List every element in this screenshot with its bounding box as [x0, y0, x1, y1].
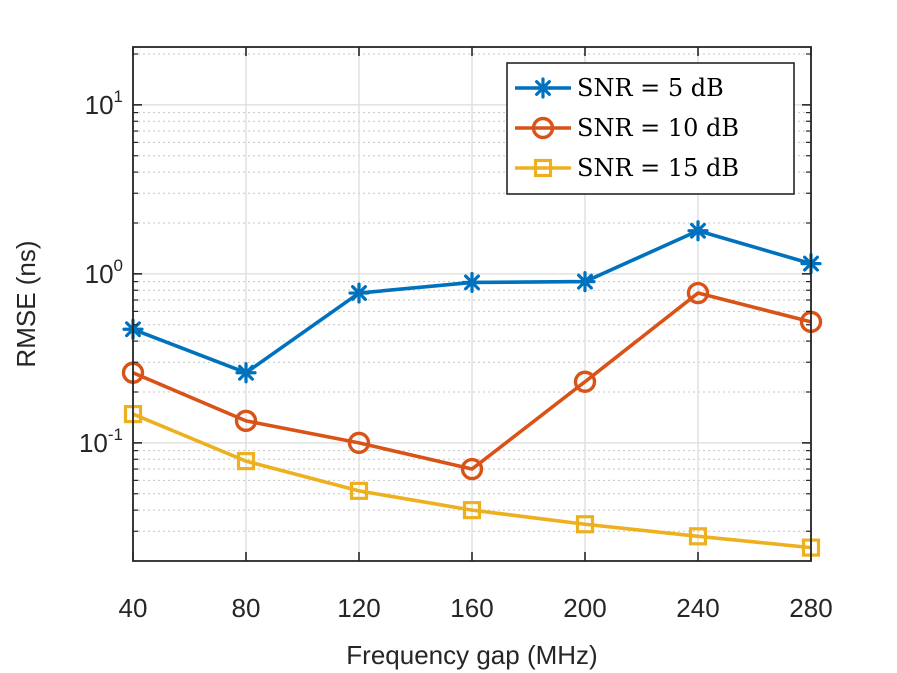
- legend-label: SNR = 15 dB: [577, 154, 739, 182]
- legend-label: SNR = 5 dB: [577, 74, 724, 102]
- x-tick-label: 120: [337, 593, 380, 623]
- data-point: [347, 431, 371, 455]
- series-line: [132, 412, 812, 550]
- y-tick-exponent: 0: [114, 256, 123, 275]
- y-axis-title: RMSE (ns): [11, 240, 41, 367]
- y-tick-base: 10: [79, 428, 108, 458]
- data-point: [461, 271, 483, 294]
- x-tick-label: 40: [119, 593, 148, 623]
- data-point: [235, 362, 257, 384]
- legend-item: SNR = 10 dB: [515, 114, 739, 142]
- legend-item: SNR = 15 dB: [515, 154, 739, 182]
- x-axis-title: Frequency gap (MHz): [346, 640, 597, 670]
- data-point: [686, 281, 710, 305]
- data-point: [688, 527, 708, 546]
- data-point: [573, 370, 597, 393]
- y-tick-label: 101: [85, 87, 123, 120]
- data-point: [236, 452, 256, 471]
- x-tick-label: 80: [232, 593, 261, 623]
- data-point: [574, 271, 596, 293]
- legend-marker: [532, 77, 554, 99]
- x-tick-label: 280: [789, 593, 832, 623]
- legend: SNR = 5 dB SNR = 10 dB SNR = 15 dB: [506, 62, 795, 195]
- y-tick-label: 100: [85, 256, 123, 289]
- y-tick-exponent: 1: [114, 87, 123, 106]
- data-point: [349, 481, 369, 500]
- data-point: [460, 457, 484, 481]
- y-tick-base: 10: [85, 90, 114, 120]
- axis-ticks: [132, 47, 812, 561]
- series-line: [132, 291, 812, 471]
- y-tick-exponent: -1: [108, 425, 123, 444]
- y-tick-label: 10-1: [79, 425, 123, 458]
- data-point: [575, 515, 595, 534]
- x-tick-label: 160: [450, 593, 493, 623]
- legend-item: SNR = 5 dB: [515, 74, 724, 102]
- data-point: [462, 501, 482, 520]
- legend-marker: [533, 158, 553, 178]
- data-point: [234, 409, 258, 433]
- y-tick-base: 10: [85, 259, 114, 289]
- legend-label: SNR = 10 dB: [577, 114, 739, 142]
- data-point: [348, 282, 370, 304]
- legend-marker: [531, 116, 555, 140]
- x-tick-label: 240: [676, 593, 719, 623]
- x-tick-label: 200: [563, 593, 606, 623]
- data-point: [687, 220, 709, 242]
